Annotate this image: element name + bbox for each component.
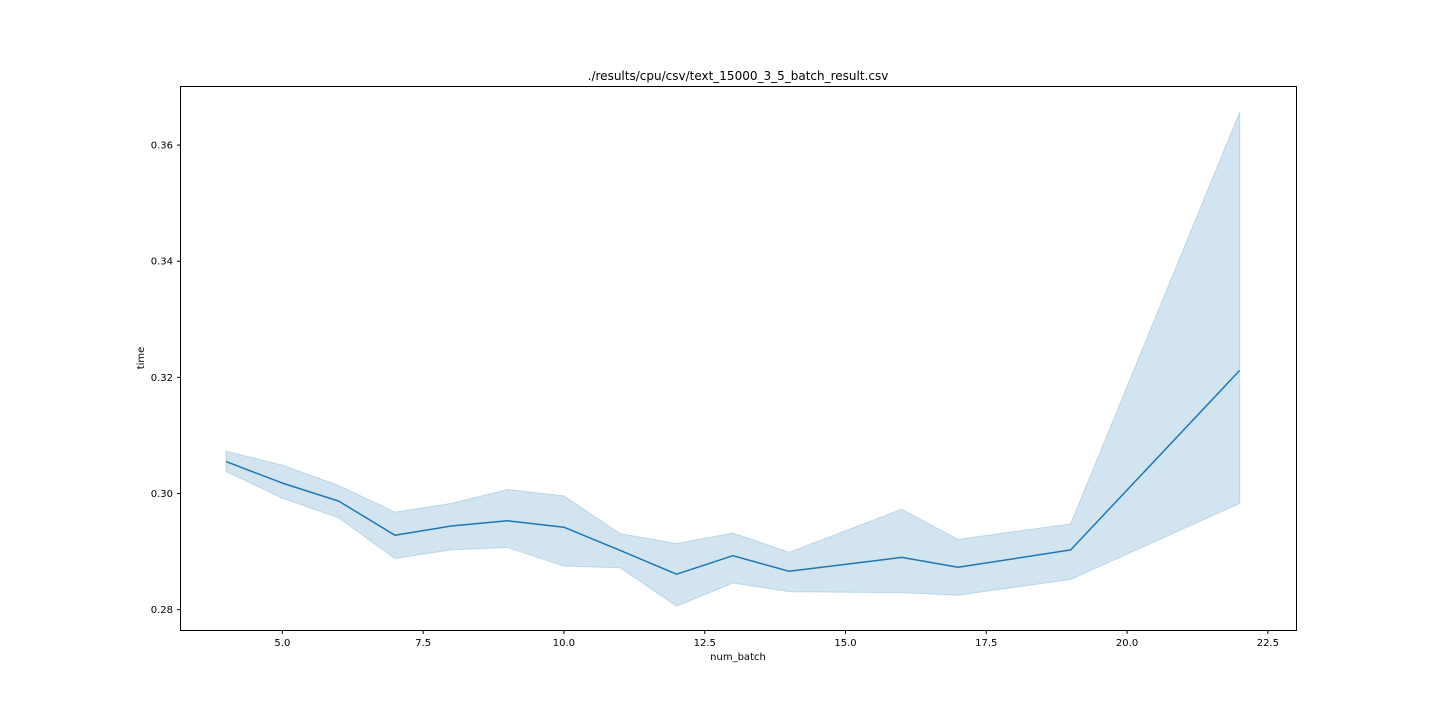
plot-frame (180, 86, 1297, 631)
x-tick-label: 17.5 (975, 638, 997, 649)
y-tick-label: 0.34 (151, 257, 173, 268)
plot-area (225, 111, 1241, 607)
x-axis: 5.0 7.5 10.0 12.5 15.0 17.5 20.0 22.5 (274, 630, 1279, 649)
x-tick-label: 20.0 (1116, 638, 1138, 649)
x-tick-label: 12.5 (694, 638, 716, 649)
x-axis-label: num_batch (710, 652, 766, 663)
chart-title: ./results/cpu/csv/text_15000_3_5_batch_r… (588, 69, 889, 83)
x-tick-label: 5.0 (274, 638, 290, 649)
y-tick-label: 0.36 (151, 141, 173, 152)
confidence-band (225, 111, 1241, 607)
x-tick-label: 15.0 (834, 638, 856, 649)
series-line (225, 369, 1241, 575)
x-tick-label: 22.5 (1257, 638, 1279, 649)
y-tick-label: 0.30 (151, 489, 173, 500)
y-axis: 0.28 0.30 0.32 0.34 0.36 (151, 141, 181, 616)
y-tick-label: 0.32 (151, 373, 173, 384)
y-tick-label: 0.28 (151, 605, 173, 616)
y-axis-label: time (136, 347, 147, 370)
x-tick-label: 7.5 (415, 638, 431, 649)
x-tick-label: 10.0 (553, 638, 575, 649)
